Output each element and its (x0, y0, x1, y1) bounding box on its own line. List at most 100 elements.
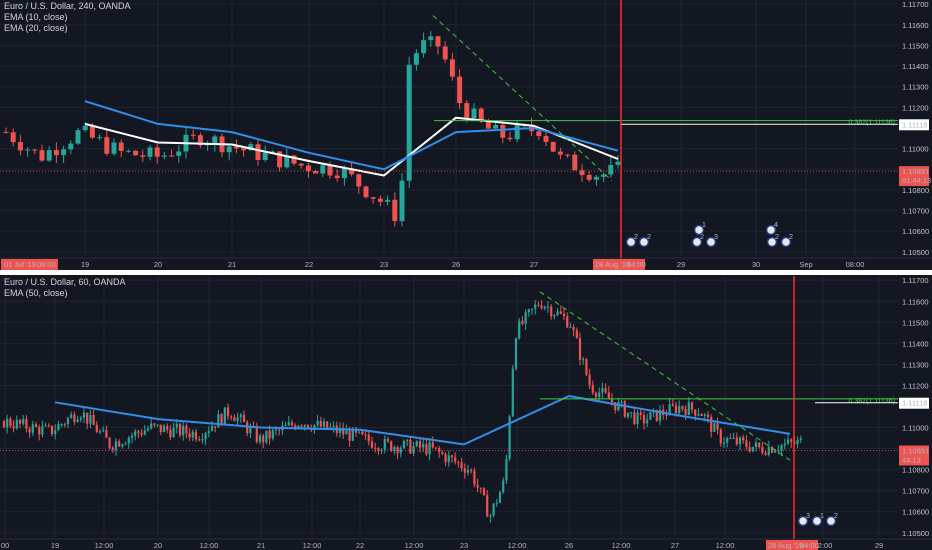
bottom_panel-candle (617, 402, 620, 411)
bottom_panel-price-tick: 1.10500 (902, 529, 929, 538)
top_panel-candle (356, 174, 362, 187)
bottom_panel-candle (566, 316, 569, 328)
bottom_panel-candle (758, 442, 761, 448)
bottom_panel-time-tick: 27 (671, 541, 679, 550)
bottom_panel-candle (111, 447, 114, 450)
top_panel-candle (601, 174, 607, 177)
top_panel-candle (593, 176, 599, 180)
bottom_panel-candle (124, 443, 127, 445)
bottom_panel-candle (530, 308, 534, 310)
bottom_panel-candle (143, 430, 146, 435)
top_panel-price-tick: 1.11700 (902, 0, 929, 9)
bottom_panel-candle (28, 428, 31, 433)
bottom_panel-event-icon (811, 515, 823, 527)
top_panel-candle (284, 155, 290, 168)
top_panel-legend-1: EMA (10, close) (4, 12, 68, 22)
bottom_panel-candle (319, 420, 322, 427)
bottom_panel-time-tick: 12:00 (303, 541, 322, 550)
bottom_panel-candle (2, 421, 6, 428)
bottom_panel-candle (351, 428, 354, 441)
bottom_panel-candle (540, 305, 543, 309)
bottom_panel-candle (409, 439, 412, 454)
bottom_panel-candle (265, 430, 268, 443)
top_panel-candle (536, 131, 542, 136)
top_panel-event-count: 4 (774, 220, 778, 229)
bottom_panel-candle (236, 417, 239, 422)
bottom_panel-candle (418, 441, 422, 448)
top_panel-candle (10, 132, 16, 143)
top_panel-price-tick: 1.11000 (902, 145, 929, 154)
top_panel-candle (61, 149, 67, 156)
bottom_panel-candle (146, 428, 150, 431)
bottom_panel-candle (463, 468, 466, 473)
top_panel-marker-badge-label: 28 Aug '19 (595, 260, 630, 269)
bottom_panel-candle (764, 452, 767, 455)
top_panel-candle (147, 147, 153, 157)
bottom_panel-candle (742, 437, 745, 441)
bottom_panel-candle (25, 418, 28, 429)
bottom_panel-candle (473, 470, 476, 485)
top_panel-price-tick: 1.10800 (902, 186, 929, 195)
bottom_panel-candle (54, 430, 57, 435)
top_panel-candle (377, 198, 383, 202)
bottom_panel-candle (700, 414, 703, 416)
bottom_panel-candle (98, 431, 102, 433)
bottom_panel-candle (92, 415, 95, 425)
top_panel-candle (557, 151, 563, 155)
bottom_panel-candle (386, 438, 390, 442)
bottom_panel-candle (342, 428, 345, 435)
top_panel-candle (248, 144, 254, 151)
bottom_panel-candle (47, 425, 50, 427)
bottom_panel-candle (604, 388, 607, 393)
bottom_panel-candle (188, 433, 191, 438)
bottom_panel-candle (447, 455, 450, 463)
bottom_panel-candle (684, 409, 687, 415)
top_panel-time-tick: 27 (530, 260, 538, 269)
bottom_panel-candle (588, 374, 591, 386)
top_panel-candle (262, 152, 268, 161)
bottom_panel-price-tick: 1.11500 (902, 318, 929, 327)
bottom_panel-candle (284, 425, 287, 427)
bottom_panel-candle (262, 435, 265, 443)
bottom_panel-candle (194, 431, 198, 440)
bottom_panel-time-tick: 12:00 (200, 541, 219, 550)
bottom_panel-candle (799, 438, 802, 440)
top_panel-candle (133, 150, 139, 156)
bottom_panel-candle (306, 424, 310, 429)
top_panel-candle (320, 165, 326, 174)
bottom_panel-candle (185, 425, 188, 434)
bottom_panel-candle (585, 359, 588, 375)
bottom_panel-candle (438, 448, 441, 453)
bottom_panel-candle (786, 439, 790, 444)
top_panel-level-badge (899, 119, 929, 131)
bottom_panel-time-tick: 20 (154, 541, 162, 550)
bottom_panel-time-tick: 23 (460, 541, 468, 550)
bottom_panel-candle (166, 426, 169, 430)
bottom_panel-candle (134, 431, 137, 436)
bottom_panel-candle (639, 412, 642, 415)
bottom_panel-candle (367, 434, 370, 442)
bottom_panel-candle (223, 407, 226, 425)
bottom_panel-candle (326, 421, 329, 429)
top_panel-time-tick: 08:00 (846, 260, 865, 269)
bottom_panel-candle (729, 438, 732, 440)
top_panel-fib-label: 0.382(1.11136) (849, 120, 895, 127)
bottom_panel-candle (18, 419, 22, 424)
top_panel-candle (442, 46, 448, 60)
bottom_panel-candle (527, 309, 530, 313)
top_panel-candle (32, 149, 38, 151)
top_panel-candle (176, 151, 182, 156)
bottom_panel-candle (50, 425, 54, 435)
top_panel-candle (514, 125, 520, 140)
top_panel-candle (305, 165, 311, 172)
bottom_panel-candle (383, 438, 386, 451)
top_panel-candle (449, 59, 455, 77)
bottom_panel-candle (140, 432, 143, 435)
top_panel-event-icon (693, 224, 705, 236)
top_panel-candle (39, 150, 45, 161)
bottom_panel-price-tick: 1.10700 (902, 487, 929, 496)
bottom_panel-legend-0: Euro / U.S. Dollar, 60, OANDA (4, 277, 126, 287)
bottom_panel-candle (102, 430, 105, 432)
bottom_panel-candle (598, 392, 601, 397)
